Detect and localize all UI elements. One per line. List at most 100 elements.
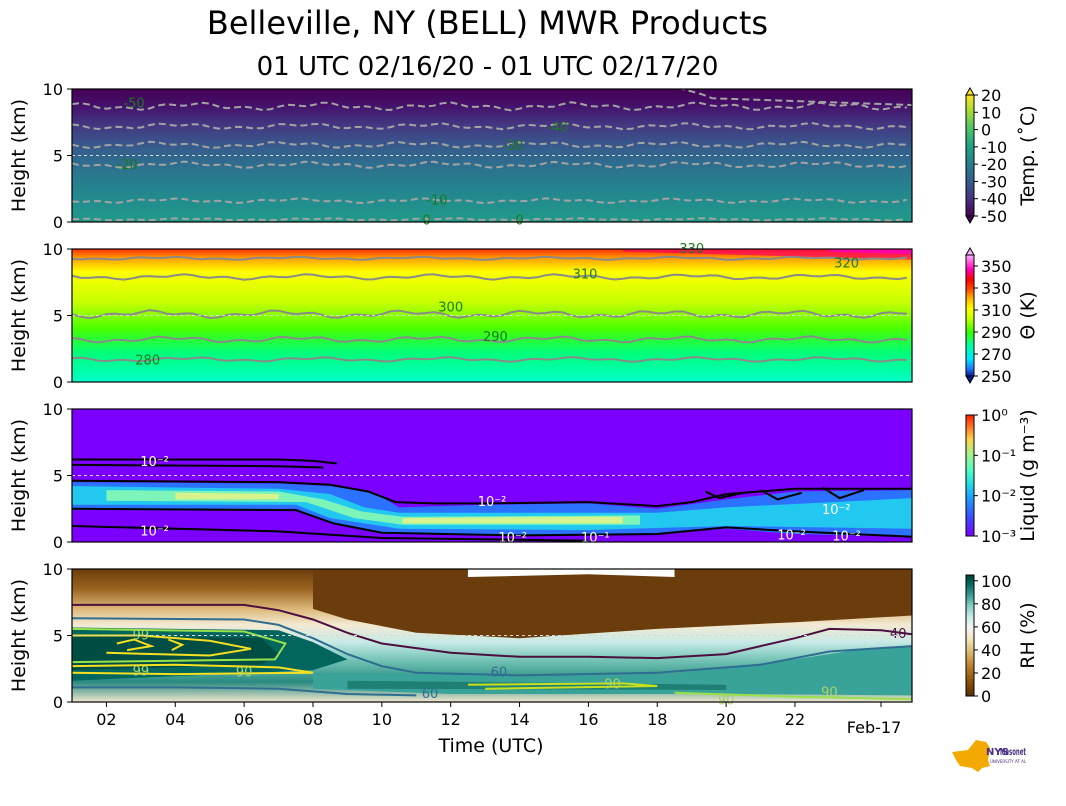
colorbar-tick-label: 10⁰ <box>981 406 1008 425</box>
colorbar-tick-label: 40 <box>981 641 1001 660</box>
colorbar-tick-label: 100 <box>981 572 1012 591</box>
liquid-contour-line <box>760 489 803 501</box>
theta-contour-line <box>72 355 907 363</box>
liquid-contour-line <box>821 486 865 500</box>
temp-contour-line <box>678 89 912 106</box>
rh-contour-label: 40 <box>890 627 907 642</box>
rh-contour-line <box>72 663 314 676</box>
rh-contour-line <box>72 627 287 664</box>
theta-contour-label: 280 <box>135 354 160 369</box>
rh-contour-line <box>72 634 252 657</box>
y-tick-label: 0 <box>53 693 63 712</box>
colorbar-tick-label: 80 <box>981 595 1001 614</box>
colorbar-tick-label: -20 <box>981 155 1007 174</box>
temperature-contour-label: 0 <box>422 214 430 229</box>
theta-contour-label: 300 <box>438 301 463 316</box>
temperature-contour-label: -20 <box>116 158 137 173</box>
temperature-contour-label: -40 <box>547 121 568 136</box>
colorbar-tick-label: -40 <box>981 190 1007 209</box>
theta-ylabel: Height (km) <box>8 259 30 372</box>
liquid-contour-label: 10⁻² <box>777 528 806 543</box>
liquid-contour-line <box>72 525 589 542</box>
temp-contours <box>72 89 912 222</box>
temperature-colorbar-ramp <box>965 94 975 217</box>
x-tick-label: 16 <box>578 710 598 729</box>
colorbar-extend-arrow <box>965 215 975 225</box>
x-tick-label: Feb-17 <box>847 718 901 737</box>
rh-contour-line <box>116 638 155 652</box>
rh-dry-region <box>313 569 912 639</box>
liquid-contours <box>72 458 912 542</box>
theta-contour-line <box>72 335 907 344</box>
x-tick-label: 02 <box>96 710 116 729</box>
temperature-ylabel: Height (km) <box>8 99 30 212</box>
x-tick-label: 14 <box>509 710 529 729</box>
x-axis-label: Time (UTC) <box>437 735 543 757</box>
colorbar-tick-label: 10⁻³ <box>981 527 1016 546</box>
temp-contour-line <box>72 197 908 205</box>
nys-mesonet-logo: NYS Mesonet UNIVERSITY AT ALBANY <box>952 740 1026 772</box>
x-tick-label: 20 <box>716 710 736 729</box>
rh-contour-label: 60 <box>491 666 508 681</box>
colorbar-tick-label: 20 <box>981 664 1001 683</box>
theta-colorbar-label: Θ (K) <box>1017 291 1039 339</box>
rh-contour-line <box>674 691 912 701</box>
temperature-contour-label: -50 <box>123 97 144 112</box>
theta-colorbar-ramp <box>965 254 975 377</box>
liquid-ylabel: Height (km) <box>8 419 30 532</box>
temp-contour-line <box>72 160 907 169</box>
temp-contour-line <box>72 122 907 131</box>
temperature-contour-label: 0 <box>515 214 523 229</box>
liquid-colorbar-label: Liquid (g m⁻³) <box>1017 409 1039 541</box>
rh-contour-label: 90 <box>604 678 621 693</box>
liquid-contour-label: 10⁻¹ <box>581 531 610 546</box>
x-tick-label: 10 <box>372 710 392 729</box>
theta-contour-line <box>72 309 907 320</box>
rh-colorbar-label: RH (%) <box>1017 602 1039 668</box>
temp-contour-line <box>72 101 907 112</box>
colorbar-extend-arrow <box>965 375 975 385</box>
colorbar-tick-label: 0 <box>981 687 991 706</box>
svg-text:UNIVERSITY AT ALBANY: UNIVERSITY AT ALBANY <box>990 759 1026 764</box>
theta-contours <box>72 255 907 363</box>
temperature-contour-label: -10 <box>426 194 447 209</box>
rh-contour-line <box>72 603 912 660</box>
y-tick-label: 5 <box>53 467 63 486</box>
liquid-contour-line <box>72 463 324 469</box>
y-tick-label: 10 <box>43 80 63 99</box>
rh-contour-line <box>467 682 658 690</box>
colorbar-tick-label: 60 <box>981 618 1001 637</box>
liquid-contour-line <box>72 507 912 538</box>
colorbar-tick-label: -50 <box>981 207 1007 226</box>
colorbar-extend-arrow <box>965 86 975 96</box>
rh-contour-label: 99 <box>133 664 150 679</box>
colorbar-tick-label: 20 <box>981 86 1001 105</box>
liquid-contour-label: 10⁻² <box>140 524 169 539</box>
y-tick-label: 5 <box>53 147 63 166</box>
colorbar-tick-label: -10 <box>981 138 1007 157</box>
theta-contour-label: 310 <box>573 267 598 282</box>
temp-contour-line <box>72 140 907 150</box>
y-tick-label: 10 <box>43 240 63 259</box>
rh-contour-label: 90 <box>718 694 735 709</box>
colorbar-extend-arrow <box>965 246 975 256</box>
theta-contour-label: 320 <box>834 257 859 272</box>
y-tick-label: 5 <box>53 307 63 326</box>
colorbar-tick-label: 290 <box>981 323 1012 342</box>
x-tick-label: 06 <box>234 710 254 729</box>
colorbar-tick-label: 0 <box>981 121 991 140</box>
y-tick-label: 5 <box>53 627 63 646</box>
rh-contours <box>72 603 912 701</box>
liquid-colorbar: 10⁰ 10⁻¹ 10⁻² 10⁻³ Liquid (g m⁻³) <box>965 406 1039 546</box>
liquid-cloud-core <box>175 492 279 500</box>
liquid-contour-line <box>704 490 744 500</box>
rh-ylabel: Height (km) <box>8 579 30 692</box>
rh-contour-line <box>72 686 417 697</box>
colorbar-tick-label: 350 <box>981 257 1012 276</box>
rh-contour-label: 90 <box>236 666 253 681</box>
svg-text:Mesonet: Mesonet <box>1000 747 1026 758</box>
rh-missing-region <box>467 569 675 577</box>
x-tick-label: 22 <box>785 710 805 729</box>
figure-title: Belleville, NY (BELL) MWR Products <box>206 4 769 42</box>
